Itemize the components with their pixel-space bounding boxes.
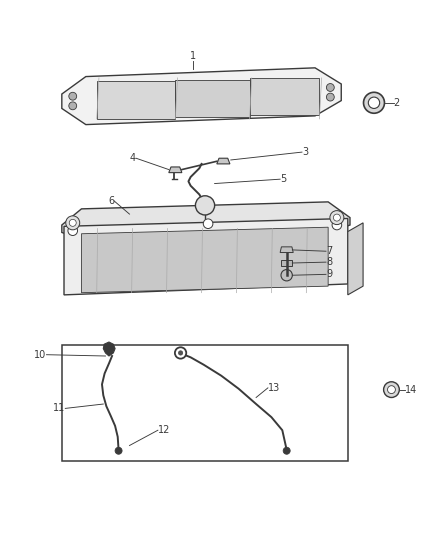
Text: 5: 5 [280,174,286,184]
Circle shape [68,226,78,236]
Polygon shape [97,82,175,119]
Circle shape [388,386,396,393]
Circle shape [195,196,215,215]
Text: 8: 8 [326,257,332,267]
Text: 11: 11 [53,403,65,414]
Circle shape [69,102,77,110]
Polygon shape [281,260,292,265]
Circle shape [330,211,344,224]
Polygon shape [103,342,115,356]
Circle shape [115,447,122,454]
Polygon shape [64,219,348,295]
Text: 2: 2 [394,98,400,108]
Circle shape [332,220,342,230]
Circle shape [333,214,340,221]
Circle shape [368,97,380,108]
Circle shape [281,270,292,281]
Circle shape [175,348,186,359]
Text: 6: 6 [108,196,114,206]
Bar [62,345,348,461]
Circle shape [69,92,77,100]
Polygon shape [280,247,293,253]
Circle shape [178,351,183,355]
Text: 3: 3 [302,147,308,157]
Circle shape [69,220,76,227]
Text: 9: 9 [326,269,332,279]
Circle shape [326,93,334,101]
Circle shape [203,219,213,229]
Polygon shape [81,227,328,293]
Circle shape [283,447,290,454]
Polygon shape [175,79,250,117]
Text: 1: 1 [190,51,196,61]
Polygon shape [62,68,341,125]
Text: 14: 14 [405,385,417,394]
Text: 12: 12 [158,425,170,435]
Polygon shape [250,78,319,115]
Polygon shape [62,202,350,239]
Text: 13: 13 [268,383,280,393]
Circle shape [66,216,80,230]
Polygon shape [169,167,182,173]
Text: 7: 7 [326,246,332,256]
Polygon shape [217,158,230,164]
Text: 4: 4 [130,153,136,163]
Circle shape [364,92,385,113]
Polygon shape [348,223,363,295]
Text: 10: 10 [34,350,46,360]
Circle shape [326,84,334,92]
Circle shape [384,382,399,398]
